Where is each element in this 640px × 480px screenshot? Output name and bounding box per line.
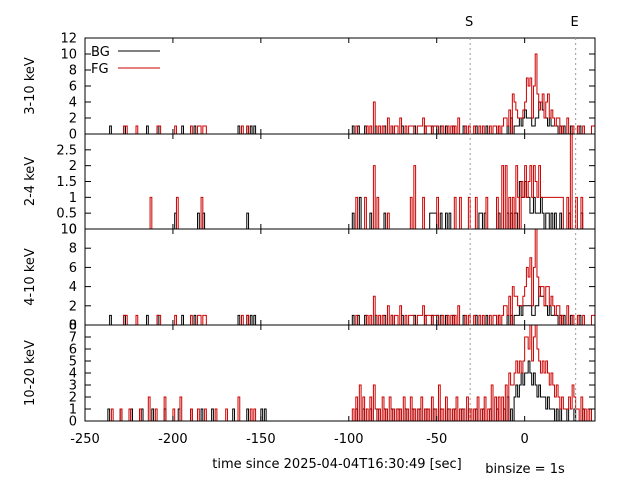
- y-tick-label: 1.5: [56, 175, 77, 190]
- y-tick-label: 0.5: [56, 207, 77, 222]
- y-tick-label: 7: [69, 331, 77, 346]
- marker-label-e: E: [571, 15, 579, 30]
- y-tick-label: 2: [69, 299, 77, 314]
- y-tick-label: 8: [69, 319, 77, 334]
- y-tick-label: 10: [60, 223, 77, 238]
- y-tick-label: 4: [69, 96, 77, 111]
- y-tick-label: 5: [69, 355, 77, 370]
- x-axis-label: time since 2025-04-04T16:30:49 [sec]: [212, 457, 461, 472]
- legend-label-fg: FG: [91, 62, 109, 77]
- y-tick-label: 6: [69, 261, 77, 276]
- y-tick-label: 4: [69, 280, 77, 295]
- x-tick-label: -100: [334, 432, 364, 447]
- y-tick-label: 3: [69, 379, 77, 394]
- y-tick-label: 1: [69, 191, 77, 206]
- y-axis-label: 3-10 keV: [23, 57, 38, 115]
- y-tick-label: 0: [69, 319, 77, 334]
- binsize-label: binsize = 1s: [485, 462, 565, 477]
- y-tick-label: 2.5: [56, 143, 77, 158]
- legend-label-bg: BG: [91, 45, 110, 60]
- y-tick-label: 8: [69, 242, 77, 257]
- x-tick-label: -250: [70, 432, 100, 447]
- y-tick-label: 2: [69, 391, 77, 406]
- y-tick-label: 6: [69, 343, 77, 358]
- y-tick-label: 2: [69, 159, 77, 174]
- x-tick-label: -150: [246, 432, 276, 447]
- y-tick-label: 0: [69, 223, 77, 238]
- legend: BG FG: [91, 45, 160, 77]
- y-tick-label: 0: [69, 415, 77, 430]
- y-tick-label: 2: [69, 112, 77, 127]
- y-tick-label: 1: [69, 403, 77, 418]
- y-tick-label: 8: [69, 64, 77, 79]
- marker-label-s: S: [465, 15, 473, 30]
- x-tick-label: 0: [521, 432, 529, 447]
- x-tick-label: -50: [426, 432, 447, 447]
- y-tick-label: 0: [69, 128, 77, 143]
- y-tick-label: 10: [60, 48, 77, 63]
- y-tick-label: 6: [69, 80, 77, 95]
- y-axis-label: 4-10 keV: [23, 248, 38, 306]
- y-axis-label: 10-20 keV: [23, 340, 38, 406]
- x-tick-label: -200: [158, 432, 188, 447]
- y-axis-label: 2-4 keV: [23, 157, 38, 206]
- y-tick-label: 12: [60, 32, 77, 47]
- y-tick-label: 4: [69, 367, 77, 382]
